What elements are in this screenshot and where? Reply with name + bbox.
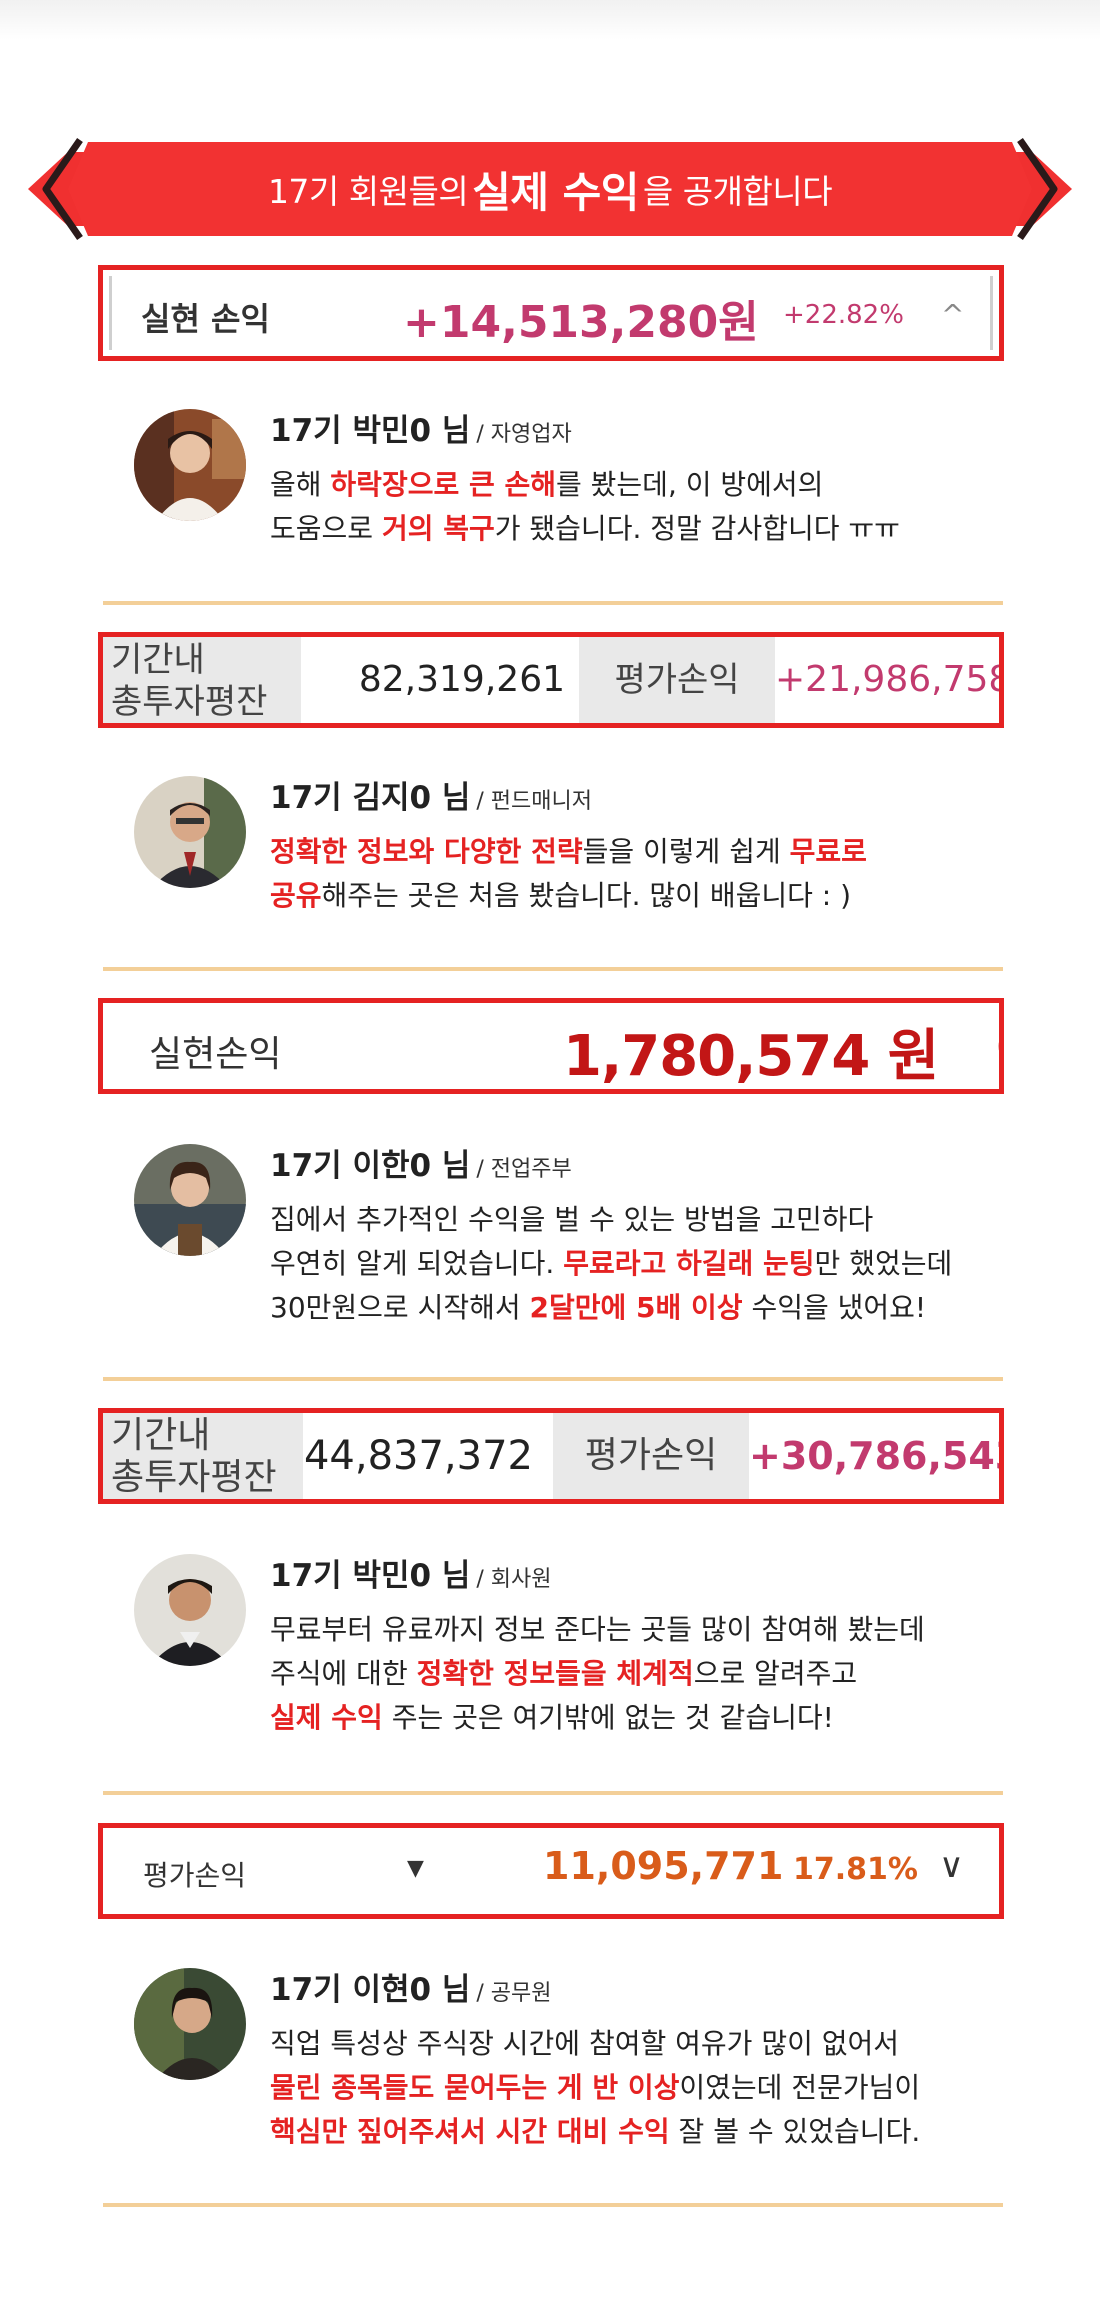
review-text: 집에서 추가적인 수익을 벌 수 있는 방법을 고민하다 우연히 알게 되었습니… (270, 1198, 952, 1330)
review-line: 실제 수익 주는 곳은 여기밖에 없는 것 같습니다! (270, 1701, 834, 1734)
review-text: 올해 하락장으로 큰 손해를 봤는데, 이 방에서의 도움으로 거의 복구가 됐… (270, 463, 900, 551)
reviewer-name: 17기 이한0 님 / 전업주부 (270, 1140, 572, 1185)
proof-cut-text: 6 (996, 1025, 999, 1069)
review-line: 주식에 대한 정확한 정보들을 체계적으로 알려주고 (270, 1657, 858, 1690)
reviewer-name: 17기 박민0 님 / 자영업자 (270, 405, 572, 450)
proof-frame (109, 276, 993, 350)
divider (103, 601, 1003, 605)
proof-percent: +22.82% (783, 300, 904, 330)
chevron-up-icon: ^ (941, 298, 965, 331)
proof-label: 기간내 총투자평잔 (103, 637, 301, 723)
avatar (134, 1554, 246, 1666)
reviewer-name-text: 17기 이현0 님 (270, 1972, 471, 2008)
proof-label-line: 기간내 (111, 640, 205, 680)
review-line: 핵심만 짚어주셔서 시간 대비 수익 잘 볼 수 있었습니다. (270, 2115, 921, 2148)
proof-label-2: 평가손익 (553, 1413, 749, 1499)
reviewer-role: / 회사원 (476, 1567, 552, 1592)
proof-value: +30,786,543 (749, 1434, 1004, 1478)
review-line: 집에서 추가적인 수익을 벌 수 있는 방법을 고민하다 (270, 1203, 874, 1236)
banner-highlight: 실제 수익 (472, 167, 639, 217)
reviewer-role: / 공무원 (476, 1981, 552, 2006)
proof-percent: 17.81% (793, 1852, 918, 1887)
reviewer-name-text: 17기 박민0 님 (270, 1558, 471, 1594)
proof-label-2: 평가손익 (579, 637, 775, 723)
review-line: 30만원으로 시작해서 2달만에 5배 이상 수익을 냈어요! (270, 1291, 927, 1324)
caret-down-icon: ▼ (407, 1856, 424, 1881)
proof-label: 평가손익 (143, 1859, 247, 1892)
review-line: 물린 종목들도 묻어두는 게 반 이상이였는데 전문가님이 (270, 2071, 921, 2104)
profit-proof-4: 기간내 총투자평잔 44,837,372 평가손익 +30,786,543 (98, 1408, 1004, 1504)
divider (103, 967, 1003, 971)
review-line: 직업 특성상 주식장 시간에 참여할 여유가 많이 없어서 (270, 2027, 900, 2060)
divider (103, 1377, 1003, 1381)
avatar (134, 1968, 246, 2080)
proof-amount: 82,319,261 (358, 659, 565, 700)
banner-title: 17기 회원들의 실제 수익 을 공개합니다 (28, 138, 1072, 240)
profit-proof-3: 실현손익 1,780,574 원 6 (98, 998, 1004, 1094)
banner-suffix: 을 공개합니다 (642, 172, 833, 211)
proof-amount: 44,837,372 (303, 1433, 533, 1479)
banner-ribbon-shape (28, 138, 1072, 240)
review-line: 정확한 정보와 다양한 전략들을 이렇게 쉽게 무료로 (270, 835, 867, 868)
review-text: 직업 특성상 주식장 시간에 참여할 여유가 많이 없어서 물린 종목들도 묻어… (270, 2022, 920, 2154)
proof-label-line: 기간내 (111, 1415, 211, 1456)
proof-label-line: 총투자평잔 (111, 1457, 277, 1498)
review-line: 올해 하락장으로 큰 손해를 봤는데, 이 방에서의 (270, 468, 824, 501)
proof-label: 실현손익 (149, 1034, 282, 1075)
divider (103, 2203, 1003, 2207)
reviewer-name-text: 17기 김지0 님 (270, 780, 471, 816)
review-line: 도움으로 거의 복구가 됐습니다. 정말 감사합니다 ㅠㅠ (270, 512, 900, 545)
proof-label-line: 총투자평잔 (111, 682, 268, 722)
proof-label: 실현 손익 (141, 300, 270, 338)
review-line: 무료부터 유료까지 정보 준다는 곳들 많이 참여해 봤는데 (270, 1613, 925, 1646)
proof-value: 1,780,574 원 (563, 1024, 939, 1089)
reviewer-name: 17기 이현0 님 / 공무원 (270, 1964, 552, 2009)
review-line: 우연히 알게 되었습니다. 무료라고 하길래 눈팅만 했었는데 (270, 1247, 953, 1280)
avatar (134, 776, 246, 888)
profit-proof-2: 기간내 총투자평잔 82,319,261 평가손익 +21,986,758 (98, 632, 1004, 728)
review-text: 정확한 정보와 다양한 전략들을 이렇게 쉽게 무료로 공유해주는 곳은 처음 … (270, 830, 867, 918)
reviewer-name: 17기 김지0 님 / 펀드매니저 (270, 772, 592, 817)
proof-value: +21,986,758 (775, 659, 1004, 700)
divider (103, 1791, 1003, 1795)
top-fade (0, 0, 1100, 40)
profit-proof-5: 평가손익 ▼ 11,095,771 17.81% ∨ (98, 1823, 1004, 1919)
reviewer-role: / 펀드매니저 (476, 789, 592, 814)
reviewer-role: / 자영업자 (476, 422, 572, 447)
proof-value: +14,513,280원 (403, 297, 759, 348)
proof-label: 기간내 총투자평잔 (103, 1413, 303, 1499)
title-banner: 17기 회원들의 실제 수익 을 공개합니다 (28, 138, 1072, 240)
banner-prefix: 17기 회원들의 (267, 172, 469, 211)
avatar (134, 1144, 246, 1256)
proof-value: 11,095,771 (543, 1844, 784, 1888)
review-text: 무료부터 유료까지 정보 준다는 곳들 많이 참여해 봤는데 주식에 대한 정확… (270, 1608, 925, 1740)
reviewer-name-text: 17기 박민0 님 (270, 413, 471, 449)
avatar (134, 409, 246, 521)
review-line: 공유해주는 곳은 처음 봤습니다. 많이 배웁니다 : ) (270, 879, 852, 912)
reviewer-name-text: 17기 이한0 님 (270, 1148, 471, 1184)
reviewer-role: / 전업주부 (476, 1157, 572, 1182)
chevron-down-icon: ∨ (939, 1846, 964, 1886)
profit-proof-1: 실현 손익 +14,513,280원 +22.82% ^ (98, 265, 1004, 361)
reviewer-name: 17기 박민0 님 / 회사원 (270, 1550, 552, 1595)
